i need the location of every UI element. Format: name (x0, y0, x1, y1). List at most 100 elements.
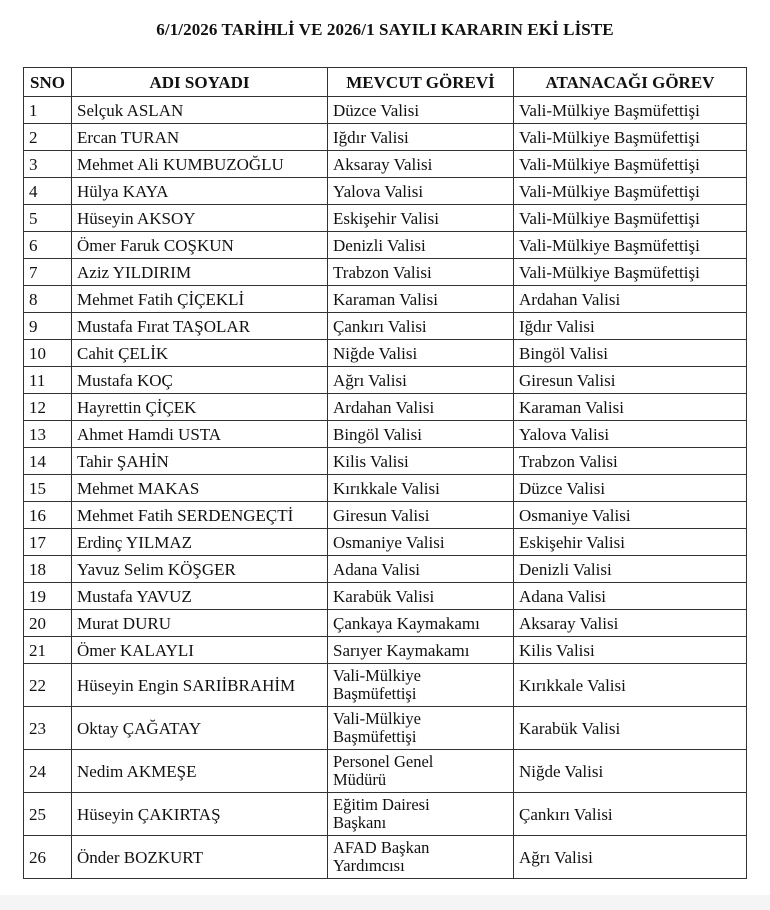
table-header-row: SNO ADI SOYADI MEVCUT GÖREVİ ATANACAĞI G… (23, 67, 747, 97)
cell-sno: 21 (23, 636, 72, 664)
cell-new-position: Kırıkkale Valisi (513, 663, 747, 707)
cell-name: Nedim AKMEŞE (71, 749, 328, 793)
header-new-position: ATANACAĞI GÖREV (513, 67, 747, 97)
cell-name: Murat DURU (71, 609, 328, 637)
cell-name: Ercan TURAN (71, 123, 328, 151)
table-row: 2 Ercan TURAN Iğdır Valisi Vali-Mülkiye Baş… (23, 123, 747, 151)
cell-sno: 9 (23, 312, 72, 340)
cell-sno: 8 (23, 285, 72, 313)
cell-name: Mehmet Fatih ÇİÇEKLİ (71, 285, 328, 313)
cell-new-position: Yalova Valisi (513, 420, 747, 448)
cell-current-position: Çankaya Kaymakamı (327, 609, 514, 637)
cell-current-position: Kırıkkale Valisi (327, 474, 514, 502)
table-row: 6 Ömer Faruk COŞKUN Denizli Valisi Vali-Mül… (23, 231, 747, 259)
cell-current-position: Adana Valisi (327, 555, 514, 583)
cell-name: Mustafa YAVUZ (71, 582, 328, 610)
cell-new-position: Kilis Valisi (513, 636, 747, 664)
cell-new-position: Vali-Mülkiye Başmüfettişi (513, 96, 747, 124)
current-position-line-1: Personel Genel (333, 752, 434, 771)
cell-new-position: Bingöl Valisi (513, 339, 747, 367)
table-row: 11 Mustafa KOÇ Ağrı Valisi Giresun Valisi (23, 366, 747, 394)
cell-sno: 6 (23, 231, 72, 259)
cell-current-position: AFAD Başkan Yardımcısı (327, 835, 514, 879)
cell-new-position: Osmaniye Valisi (513, 501, 747, 529)
cell-sno: 19 (23, 582, 72, 610)
cell-current-position: Niğde Valisi (327, 339, 514, 367)
cell-new-position: Vali-Mülkiye Başmüfettişi (513, 258, 747, 286)
table-row: 22 Hüseyin Engin SARIİBRAHİM Vali-Mülkiye B… (23, 663, 747, 707)
cell-name: Selçuk ASLAN (71, 96, 328, 124)
table-row: 23 Oktay ÇAĞATAY Vali-Mülkiye Başmüfettişi K… (23, 706, 747, 750)
table-row: 26 Önder BOZKURT AFAD Başkan Yardımcısı Ağrı… (23, 835, 747, 879)
cell-name: Mehmet MAKAS (71, 474, 328, 502)
cell-name: Aziz YILDIRIM (71, 258, 328, 286)
cell-name: Hüseyin Engin SARIİBRAHİM (71, 663, 328, 707)
cell-name: Mehmet Ali KUMBUZOĞLU (71, 150, 328, 178)
table-row: 12 Hayrettin ÇİÇEK Ardahan Valisi Karaman V… (23, 393, 747, 421)
cell-new-position: Giresun Valisi (513, 366, 747, 394)
cell-current-position: Vali-Mülkiye Başmüfettişi (327, 663, 514, 707)
cell-new-position: Vali-Mülkiye Başmüfettişi (513, 150, 747, 178)
cell-current-position: Trabzon Valisi (327, 258, 514, 286)
table-row: 5 Hüseyin AKSOY Eskişehir Valisi Vali-Mülki… (23, 204, 747, 232)
cell-new-position: Denizli Valisi (513, 555, 747, 583)
cell-new-position: Vali-Mülkiye Başmüfettişi (513, 177, 747, 205)
cell-name: Hülya KAYA (71, 177, 328, 205)
cell-new-position: Çankırı Valisi (513, 792, 747, 836)
cell-name: Tahir ŞAHİN (71, 447, 328, 475)
cell-new-position: Iğdır Valisi (513, 312, 747, 340)
table-row: 17 Erdinç YILMAZ Osmaniye Valisi Eskişehir … (23, 528, 747, 556)
cell-current-position: Karabük Valisi (327, 582, 514, 610)
cell-sno: 15 (23, 474, 72, 502)
cell-sno: 18 (23, 555, 72, 583)
cell-sno: 16 (23, 501, 72, 529)
cell-current-position: Sarıyer Kaymakamı (327, 636, 514, 664)
table-row: 24 Nedim AKMEŞE Personel Genel Müdürü Niğde … (23, 749, 747, 793)
cell-sno: 3 (23, 150, 72, 178)
cell-sno: 22 (23, 663, 72, 707)
page-bottom-margin (0, 895, 770, 910)
cell-current-position: Karaman Valisi (327, 285, 514, 313)
cell-current-position: Vali-Mülkiye Başmüfettişi (327, 706, 514, 750)
cell-sno: 13 (23, 420, 72, 448)
cell-new-position: Ağrı Valisi (513, 835, 747, 879)
cell-sno: 12 (23, 393, 72, 421)
cell-current-position: Giresun Valisi (327, 501, 514, 529)
document-title: 6/1/2026 TARİHLİ VE 2026/1 SAYILI KARARI… (156, 20, 614, 39)
table-row: 7 Aziz YILDIRIM Trabzon Valisi Vali-Mülkiye… (23, 258, 747, 286)
current-position-line-2: Başmüfettişi (333, 684, 417, 703)
cell-current-position: Yalova Valisi (327, 177, 514, 205)
cell-new-position: Vali-Mülkiye Başmüfettişi (513, 231, 747, 259)
cell-sno: 14 (23, 447, 72, 475)
cell-sno: 24 (23, 749, 72, 793)
cell-name: Ahmet Hamdi USTA (71, 420, 328, 448)
table-row: 18 Yavuz Selim KÖŞGER Adana Valisi Denizli … (23, 555, 747, 583)
cell-current-position: Düzce Valisi (327, 96, 514, 124)
cell-sno: 25 (23, 792, 72, 836)
cell-name: Hüseyin AKSOY (71, 204, 328, 232)
cell-current-position: Kilis Valisi (327, 447, 514, 475)
table-row: 16 Mehmet Fatih SERDENGEÇTİ Giresun Valisi… (23, 501, 747, 529)
current-position-line-2: Başmüfettişi (333, 727, 417, 746)
table-row: 20 Murat DURU Çankaya Kaymakamı Aksaray Val… (23, 609, 747, 637)
cell-current-position: Eğitim Dairesi Başkanı (327, 792, 514, 836)
table-row: 13 Ahmet Hamdi USTA Bingöl Valisi Yalova Va… (23, 420, 747, 448)
cell-new-position: Düzce Valisi (513, 474, 747, 502)
current-position-line-2: Başkanı (333, 813, 387, 832)
cell-sno: 2 (23, 123, 72, 151)
table-row: 21 Ömer KALAYLI Sarıyer Kaymakamı Kilis Val… (23, 636, 747, 664)
cell-sno: 17 (23, 528, 72, 556)
table-row: 4 Hülya KAYA Yalova Valisi Vali-Mülkiye Baş… (23, 177, 747, 205)
cell-sno: 1 (23, 96, 72, 124)
cell-sno: 10 (23, 339, 72, 367)
table-row: 3 Mehmet Ali KUMBUZOĞLU Aksaray Valisi Vali… (23, 150, 747, 178)
cell-new-position: Niğde Valisi (513, 749, 747, 793)
cell-current-position: Personel Genel Müdürü (327, 749, 514, 793)
cell-current-position: Denizli Valisi (327, 231, 514, 259)
cell-name: Mustafa Fırat TAŞOLAR (71, 312, 328, 340)
cell-new-position: Vali-Mülkiye Başmüfettişi (513, 123, 747, 151)
cell-sno: 4 (23, 177, 72, 205)
cell-name: Ömer KALAYLI (71, 636, 328, 664)
cell-sno: 20 (23, 609, 72, 637)
cell-new-position: Karaman Valisi (513, 393, 747, 421)
